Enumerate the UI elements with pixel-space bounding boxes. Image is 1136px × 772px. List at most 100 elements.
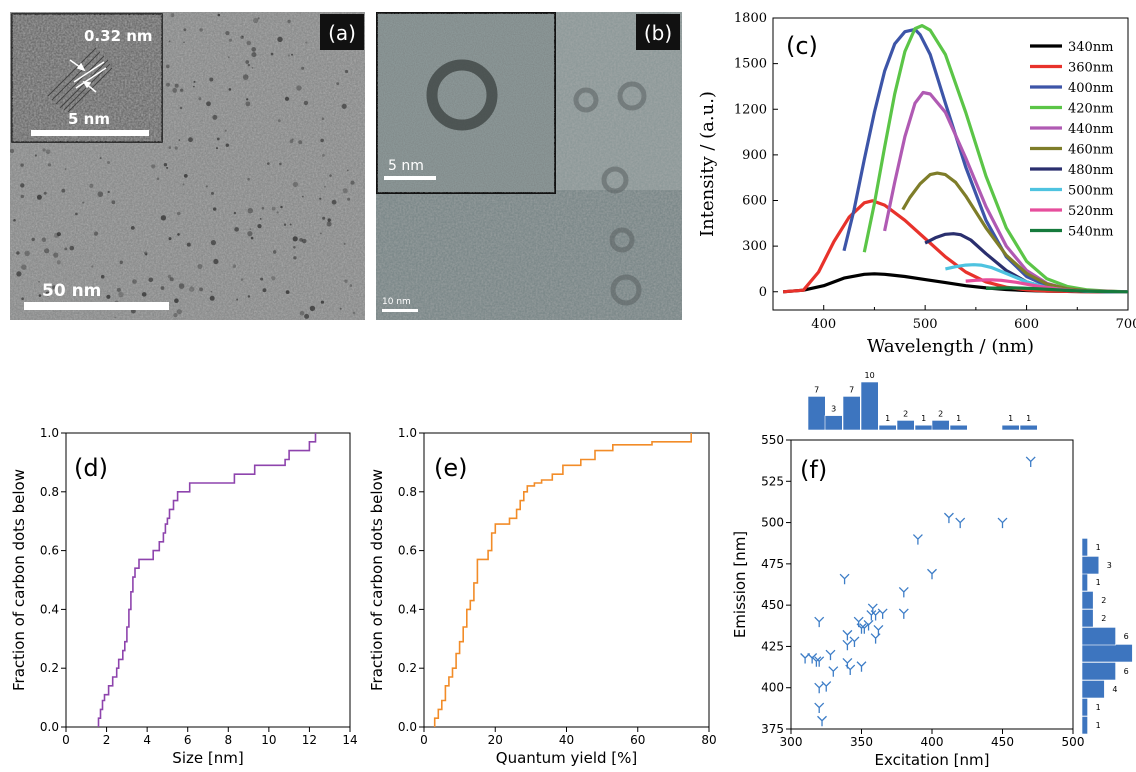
particle-dot [246, 98, 249, 101]
scale-bar-b [382, 309, 418, 312]
badge-b [636, 14, 680, 50]
x-tick-label: 8 [224, 733, 232, 747]
scatter-point [849, 636, 860, 647]
particle-dot [217, 13, 221, 17]
x-tick-label: 12 [302, 733, 317, 747]
panel-badge: (c) [786, 32, 818, 60]
plot-frame [65, 432, 351, 728]
particle-dot [209, 295, 215, 301]
x-tick-label: 40 [559, 733, 574, 747]
top-hist-bar [878, 424, 897, 431]
particle-dot [293, 246, 296, 249]
particle-dot [183, 41, 185, 44]
y-axis-label: Fraction of carbon dots below [368, 469, 386, 691]
top-hist-label: 2 [938, 409, 943, 418]
particle-dot [326, 221, 332, 227]
particle-dot [336, 82, 340, 85]
particle-dot [91, 265, 94, 268]
particle-dot [247, 178, 250, 181]
particle-dot [276, 211, 279, 214]
y-tick-label: 450 [761, 598, 784, 612]
y-tick-label: 550 [761, 433, 784, 447]
y-tick-label: 1.0 [40, 426, 59, 440]
particle-dot [299, 238, 303, 242]
particle-dot [44, 248, 50, 254]
panel-badge-bg [776, 24, 828, 62]
particle-dot [64, 247, 68, 251]
particle-dot [216, 147, 218, 150]
particle-dot [284, 96, 290, 101]
particle-dot [163, 163, 168, 167]
y-tick-label: 0.0 [398, 720, 417, 734]
particle-dot [329, 174, 332, 177]
particle-dot [132, 279, 137, 284]
inset-b-scale-bar [384, 176, 436, 180]
chart-f-excitation-emission: 300 350 400 450 500 375 400 425 450 475 500 525 550 E… [731, 371, 1133, 769]
particle-dot [21, 297, 24, 301]
legend-label: 540nm [1068, 225, 1114, 240]
x-tick-label: 400 [921, 735, 944, 749]
particle-dot [97, 191, 104, 197]
scatter-point [828, 666, 839, 677]
particle-dot [299, 311, 305, 316]
particle-dot [271, 276, 276, 281]
particle-dot [251, 66, 254, 69]
particle-dot [41, 237, 47, 243]
particle-dot [240, 278, 244, 281]
particle-dot [342, 188, 348, 194]
right-hist-bar [1081, 538, 1088, 557]
particle-dot [114, 316, 116, 319]
scatter-point [856, 661, 867, 672]
scatter-point [814, 682, 825, 694]
right-hist-label: 1 [1096, 721, 1101, 730]
y-tick-label: 1.0 [398, 426, 417, 440]
particle-dot [199, 287, 203, 292]
particle-dot [145, 253, 148, 256]
particle-dot [343, 242, 346, 245]
particle-dot [257, 224, 262, 229]
particle-dot [271, 206, 276, 211]
particle-dot [346, 169, 349, 172]
scatter-point [817, 715, 827, 727]
particle-dot [34, 154, 38, 157]
x-tick-label: 600 [1014, 317, 1039, 332]
particle-dot [188, 137, 193, 143]
y-tick-label: 375 [761, 722, 784, 736]
particle-dot [56, 260, 61, 265]
particle-dot [344, 69, 349, 74]
particle-dot [89, 183, 94, 188]
y-tick-label: 300 [742, 239, 767, 254]
right-hist-bar [1081, 680, 1105, 699]
right-hist-label: 1 [1096, 703, 1101, 712]
scatter-point [825, 649, 836, 661]
particle-dot [302, 238, 307, 244]
particle-dot [349, 284, 353, 287]
x-tick-label: 350 [850, 735, 873, 749]
particle-dot [167, 274, 172, 279]
particle-dot [352, 311, 356, 315]
y-tick-label: 1500 [734, 57, 767, 72]
particle-dot [210, 290, 213, 293]
right-hist-bar [1081, 644, 1133, 663]
top-hist-bar [914, 424, 933, 431]
y-tick-label: 1200 [734, 102, 767, 117]
particle-dot [189, 286, 195, 292]
particle-dot [339, 307, 342, 310]
y-tick-label: 0.2 [398, 661, 417, 675]
particle-dot [43, 191, 47, 195]
particle-dot [69, 245, 75, 251]
badge-a-text: (a) [328, 21, 356, 45]
right-hist-bar [1081, 716, 1088, 735]
particle-dot [47, 163, 52, 167]
particle-dot [296, 85, 302, 91]
top-hist-label: 1 [1026, 414, 1031, 423]
particle-dot [186, 242, 191, 247]
x-tick-label: 10 [261, 733, 276, 747]
right-hist-label: 2 [1101, 596, 1106, 605]
particle-dot [249, 228, 252, 230]
particle-dot [232, 264, 236, 268]
particle-dot [246, 40, 252, 46]
x-tick-label: 20 [488, 733, 503, 747]
chart-e-quantum-yield-cdf: 0 20 40 60 80 0.0 0.2 0.4 0.6 0.8 1.0 Quantum yield… [368, 426, 717, 767]
particle-dot [270, 52, 274, 56]
